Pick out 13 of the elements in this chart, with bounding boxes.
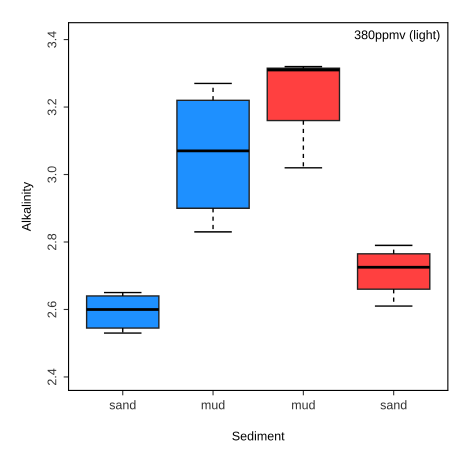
y-axis-title: Alkalinity <box>22 182 34 232</box>
x-axis-title: Sediment <box>232 431 285 440</box>
y-tick-label: 3.2 <box>48 98 56 116</box>
x-tick-label: mud <box>292 400 315 410</box>
annotation: 380ppmv (light) <box>354 30 440 42</box>
x-tick-label: sand <box>110 400 136 410</box>
y-tick-label: 2.6 <box>48 301 56 318</box>
x-tick-label: mud <box>202 400 224 410</box>
y-tick-label: 3.0 <box>48 166 56 183</box>
x-tick-label: sand <box>380 400 406 410</box>
y-tick-label: 2.8 <box>48 234 56 250</box>
y-tick-label: 2.4 <box>48 368 56 386</box>
y-tick-label: 3.4 <box>48 31 56 48</box>
